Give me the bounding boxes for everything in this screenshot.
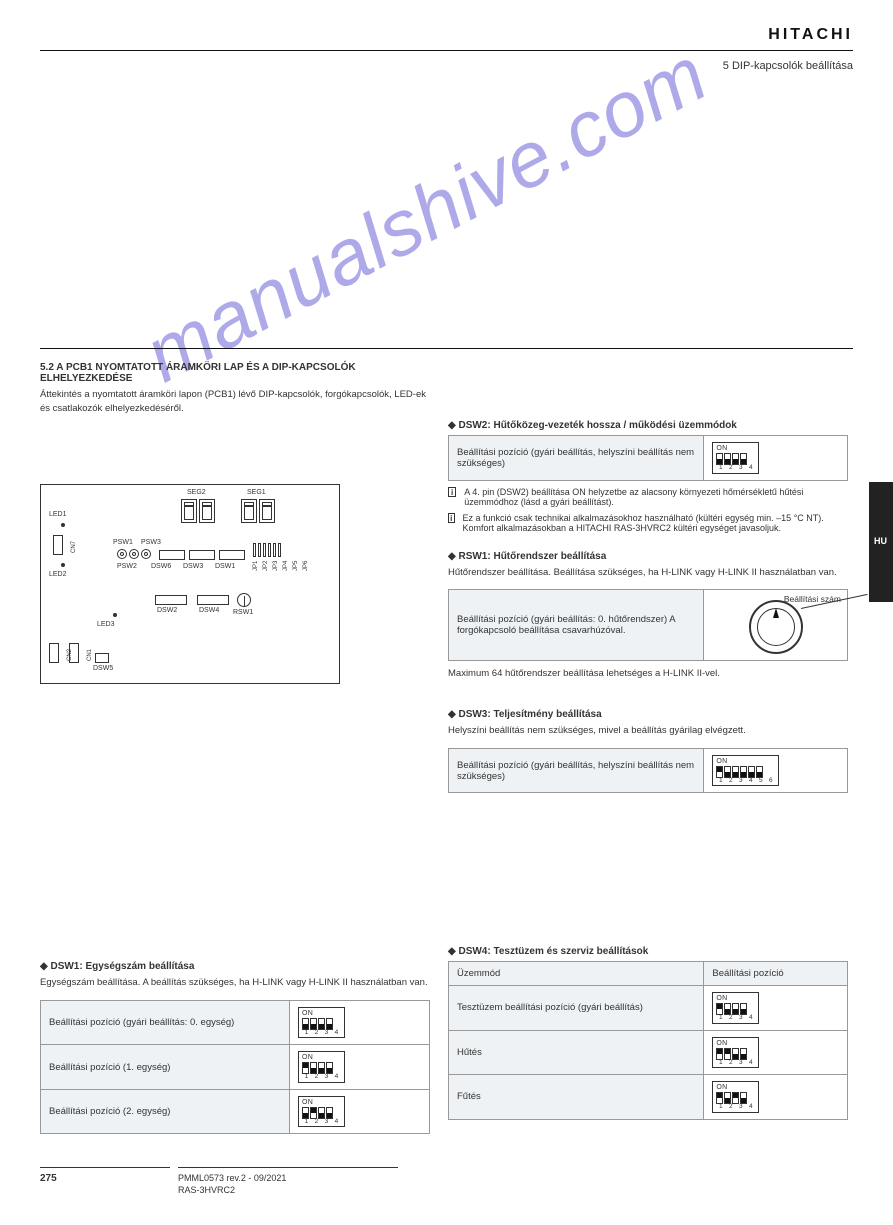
section-title: 5 DIP-kapcsolók beállítása: [723, 60, 853, 72]
dip-icon: ON1234: [298, 1096, 345, 1128]
lbl-cn1: CN1: [87, 649, 93, 661]
jumper-row: [253, 543, 281, 557]
dsw1-note: Egységszám beállítása. A beállítás szüks…: [40, 976, 430, 990]
dot-led2: [61, 563, 65, 567]
rule-mid: [40, 348, 853, 349]
doc-ref: PMML0573 rev.2 - 09/2021: [178, 1173, 286, 1183]
lbl-psw3: PSW3: [141, 539, 161, 546]
dsw2-note1: iA 4. pin (DSW2) beállítása ON helyzetbe…: [448, 487, 848, 507]
dip-icon: ON1234: [712, 442, 759, 474]
dsw4-h-r: Beállítási pozíció: [704, 962, 848, 986]
dsw1-row-label: Beállítási pozíció (2. egység): [41, 1089, 290, 1134]
lbl-seg2: SEG2: [187, 489, 206, 496]
dsw2-note2: iEz a funkció csak technikai alkalmazáso…: [448, 513, 848, 533]
dsw3-heading: ◆ DSW3: Teljesítmény beállítása: [448, 709, 848, 720]
cn1: [69, 643, 79, 663]
dsw5: [95, 653, 109, 663]
dip-icon: ON1234: [712, 1037, 759, 1069]
rsw1-note: Hűtőrendszer beállítása. Beállítása szük…: [448, 566, 848, 580]
dsw1-table: Beállítási pozíció (gyári beállítás: 0. …: [40, 1000, 430, 1135]
dsw4: [197, 595, 229, 605]
rsw1-table: Beállítási pozíció (gyári beállítás: 0. …: [448, 589, 848, 661]
lbl-dsw2: DSW2: [157, 607, 177, 614]
lang-code: HU: [874, 536, 887, 546]
dsw1-row-label: Beállítási pozíció (gyári beállítás: 0. …: [41, 1000, 290, 1045]
logo: HITACHI: [768, 26, 853, 44]
rsw1-after: Maximum 64 hűtőrendszer beállítása lehet…: [448, 667, 848, 681]
pcb-diagram: LED1 LED2 LED3 CN7 CN2 CN1 DSW5 SEG2 SEG…: [40, 484, 340, 684]
lbl-dsw3: DSW3: [183, 563, 203, 570]
dsw2-table: Beállítási pozíció (gyári beállítás, hel…: [448, 435, 848, 481]
dip-icon: ON1234: [298, 1007, 345, 1039]
watermark: manualshive.com: [130, 28, 722, 400]
lbl-dsw1: DSW1: [215, 563, 235, 570]
info-icon: i: [448, 513, 455, 523]
psw2: [129, 549, 139, 559]
page-number: 275: [40, 1173, 57, 1184]
lbl-psw1: PSW1: [113, 539, 133, 546]
dip-icon: ON1234: [712, 992, 759, 1024]
dot-led1: [61, 523, 65, 527]
dsw3-note: Helyszíni beállítás nem szükséges, mivel…: [448, 724, 848, 738]
left-intro: Áttekintés a nyomtatott áramköri lapon (…: [40, 388, 430, 416]
seg2-display: [181, 499, 215, 523]
rule-top: [40, 50, 853, 51]
dsw3-table: Beállítási pozíció (gyári beállítás, hel…: [448, 748, 848, 794]
lbl-led3: LED3: [97, 621, 115, 628]
dsw2-heading: ◆ DSW2: Hűtőközeg-vezeték hossza / működ…: [448, 420, 848, 431]
left-subtitle: 5.2 A PCB1 NYOMTATOTT ÁRAMKÖRI LAP ÉS A …: [40, 362, 430, 384]
seg1-display: [241, 499, 275, 523]
rsw1-heading: ◆ RSW1: Hűtőrendszer beállítása: [448, 551, 848, 562]
dip-icon: ON1234: [298, 1051, 345, 1083]
lbl-seg1: SEG1: [247, 489, 266, 496]
dsw2-row-label: Beállítási pozíció (gyári beállítás, hel…: [449, 436, 704, 481]
info-icon: i: [448, 487, 456, 497]
dsw6: [159, 550, 185, 560]
dsw4-table: ÜzemmódBeállítási pozíció Tesztüzem beál…: [448, 961, 848, 1120]
lbl-dsw5: DSW5: [93, 665, 113, 672]
dsw3-row-label: Beállítási pozíció (gyári beállítás, hel…: [449, 748, 704, 793]
dsw4-h-l: Üzemmód: [449, 962, 704, 986]
rsw1-row-label: Beállítási pozíció (gyári beállítás: 0. …: [449, 590, 704, 661]
dip-icon: ON1234: [712, 1081, 759, 1113]
psw1: [117, 549, 127, 559]
dip-icon: ON123456: [712, 755, 779, 787]
rsw1: [237, 593, 251, 607]
dot-led3: [113, 613, 117, 617]
dsw2: [155, 595, 187, 605]
dsw1-heading: ◆ DSW1: Egységszám beállítása: [40, 961, 430, 972]
dsw3: [189, 550, 215, 560]
footer: 275 PMML0573 rev.2 - 09/2021 RAS-3HVRC2: [40, 1167, 853, 1195]
lbl-led2: LED2: [49, 571, 67, 578]
cn7: [53, 535, 63, 555]
rotary-icon: Beállítási szám: [712, 600, 839, 654]
lbl-led1: LED1: [49, 511, 67, 518]
lbl-rsw1: RSW1: [233, 609, 253, 616]
lbl-cn7: CN7: [71, 541, 77, 553]
dsw4-row-label: Fűtés: [449, 1075, 704, 1120]
lbl-dsw6: DSW6: [151, 563, 171, 570]
lbl-psw2: PSW2: [117, 563, 137, 570]
dsw4-heading: ◆ DSW4: Tesztüzem és szerviz beállítások: [448, 946, 848, 957]
rotary-caption: Beállítási szám: [784, 594, 841, 604]
psw3: [141, 549, 151, 559]
dsw4-row-label: Tesztüzem beállítási pozíció (gyári beál…: [449, 986, 704, 1031]
dsw1-row-label: Beállítási pozíció (1. egység): [41, 1045, 290, 1090]
dsw4-row-label: Hűtés: [449, 1030, 704, 1075]
dsw1: [219, 550, 245, 560]
model-ref: RAS-3HVRC2: [178, 1185, 235, 1195]
lbl-dsw4: DSW4: [199, 607, 219, 614]
cn2: [49, 643, 59, 663]
jp-labels: JP1 JP2 JP3 JP4 JP5 JP6: [253, 571, 305, 577]
